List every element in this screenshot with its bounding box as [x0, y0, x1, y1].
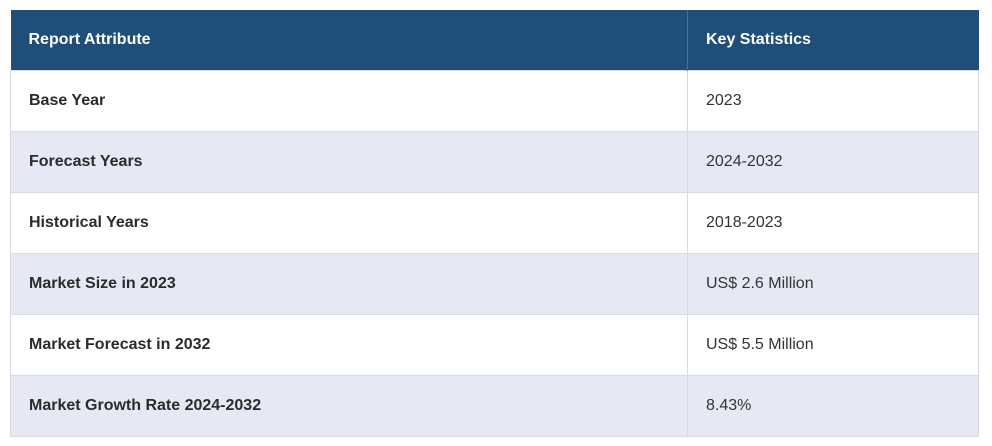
header-report-attribute: Report Attribute [10, 10, 688, 70]
row-value: 2023 [687, 69, 979, 132]
row-value: US$ 5.5 Million [687, 313, 979, 376]
table-row: Market Growth Rate 2024-2032 8.43% [10, 374, 979, 437]
row-value: 2018-2023 [687, 191, 979, 254]
row-attribute: Forecast Years [10, 130, 688, 193]
report-table-container: Report Attribute Key Statistics Base Yea… [10, 10, 979, 437]
row-value: US$ 2.6 Million [687, 252, 979, 315]
row-attribute: Market Forecast in 2032 [10, 313, 688, 376]
row-attribute: Base Year [10, 69, 688, 132]
table-body: Base Year 2023 Forecast Years 2024-2032 … [10, 69, 979, 437]
header-row: Report Attribute Key Statistics [10, 10, 979, 70]
table-row: Market Size in 2023 US$ 2.6 Million [10, 252, 979, 315]
row-attribute: Historical Years [10, 191, 688, 254]
row-attribute: Market Growth Rate 2024-2032 [10, 374, 688, 437]
row-value: 2024-2032 [687, 130, 979, 193]
row-value: 8.43% [687, 374, 979, 437]
row-attribute: Market Size in 2023 [10, 252, 688, 315]
table-row: Market Forecast in 2032 US$ 5.5 Million [10, 313, 979, 376]
table-header: Report Attribute Key Statistics [10, 10, 979, 70]
report-statistics-table: Report Attribute Key Statistics Base Yea… [10, 10, 979, 437]
table-row: Base Year 2023 [10, 69, 979, 132]
table-row: Historical Years 2018-2023 [10, 191, 979, 254]
header-key-statistics: Key Statistics [687, 10, 979, 70]
table-row: Forecast Years 2024-2032 [10, 130, 979, 193]
